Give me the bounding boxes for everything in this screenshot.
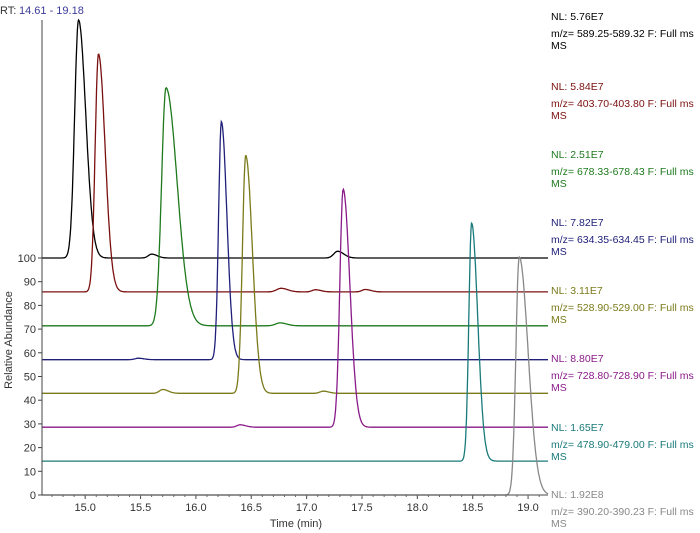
- x-tick-label: 16.5: [241, 502, 262, 514]
- rt-label: RT:: [0, 5, 16, 17]
- trace-nl-label: NL: 1.92E8: [551, 489, 604, 501]
- y-axis-label: Relative Abundance: [3, 291, 15, 389]
- trace-nl-label: NL: 2.51E7: [551, 149, 604, 161]
- trace-nl-label: NL: 1.65E7: [551, 422, 604, 434]
- trace-line: [42, 86, 548, 327]
- y-tick-label: 40: [24, 395, 36, 407]
- trace-scan-label: MS: [551, 451, 567, 463]
- y-tick-label: 60: [24, 348, 36, 360]
- trace-mz-label: m/z= 478.90-479.00 F: Full ms: [551, 439, 694, 451]
- x-tick-label: 17.0: [296, 502, 317, 514]
- rt-range: 14.61 - 19.18: [19, 5, 84, 17]
- trace-scan-label: MS: [551, 40, 567, 52]
- y-tick-label: 30: [24, 419, 36, 431]
- y-tick-label: 20: [24, 443, 36, 455]
- trace-mz-label: m/z= 390.20-390.23 F: Full ms: [551, 506, 694, 518]
- y-tick-label: 10: [24, 466, 36, 478]
- trace-line: [42, 154, 548, 394]
- trace-mz-label: m/z= 589.25-589.32 F: Full ms: [551, 28, 694, 40]
- trace-scan-label: MS: [551, 110, 567, 122]
- y-tick-label: 100: [18, 253, 36, 265]
- trace-line: [42, 53, 548, 293]
- y-tick-label: 80: [24, 300, 36, 312]
- trace-mz-label: m/z= 403.70-403.80 F: Full ms: [551, 98, 694, 110]
- chromatogram-traces: [42, 18, 549, 496]
- trace-scan-label: MS: [551, 178, 567, 190]
- y-tick-label: 50: [24, 372, 36, 384]
- trace-mz-label: m/z= 528.90-529.00 F: Full ms: [551, 302, 694, 314]
- y-tick-label: 90: [24, 277, 36, 289]
- trace-nl-label: NL: 3.11E7: [551, 285, 603, 297]
- trace-nl-label: NL: 8.80E7: [551, 353, 604, 365]
- x-axis-label: Time (min): [270, 518, 322, 530]
- trace-mz-label: m/z= 634.35-634.45 F: Full ms: [551, 234, 694, 246]
- trace-mz-label: m/z= 728.80-728.90 F: Full ms: [551, 370, 694, 382]
- x-tick-label: 16.0: [185, 502, 206, 514]
- x-tick-label: 17.5: [351, 502, 372, 514]
- trace-scan-label: MS: [551, 382, 567, 394]
- x-tick-label: 15.0: [74, 502, 95, 514]
- trace-scan-label: MS: [551, 246, 567, 258]
- trace-mz-label: m/z= 678.33-678.43 F: Full ms: [551, 166, 694, 178]
- trace-line: [42, 119, 548, 361]
- trace-nl-label: NL: 5.84E7: [551, 81, 604, 93]
- y-tick-label: 70: [24, 324, 36, 336]
- chart-axes: 0 10 20 30 40 50 60 70 80 90 100 15.0 15.5 16.0 16.5 17…: [18, 20, 548, 514]
- y-tick-label: 0: [30, 490, 36, 502]
- trace-nl-label: NL: 7.82E7: [551, 217, 604, 229]
- trace-line: [42, 18, 548, 259]
- trace-scan-label: MS: [551, 314, 567, 326]
- x-tick-label: 18.5: [462, 502, 483, 514]
- x-tick-label: 19.0: [517, 502, 538, 514]
- x-tick-label: 18.0: [407, 502, 428, 514]
- trace-line: [42, 221, 548, 462]
- trace-scan-label: MS: [551, 518, 567, 530]
- trace-line: [42, 255, 549, 496]
- trace-nl-label: NL: 5.76E7: [551, 11, 604, 23]
- x-tick-label: 15.5: [130, 502, 151, 514]
- trace-line: [42, 187, 548, 428]
